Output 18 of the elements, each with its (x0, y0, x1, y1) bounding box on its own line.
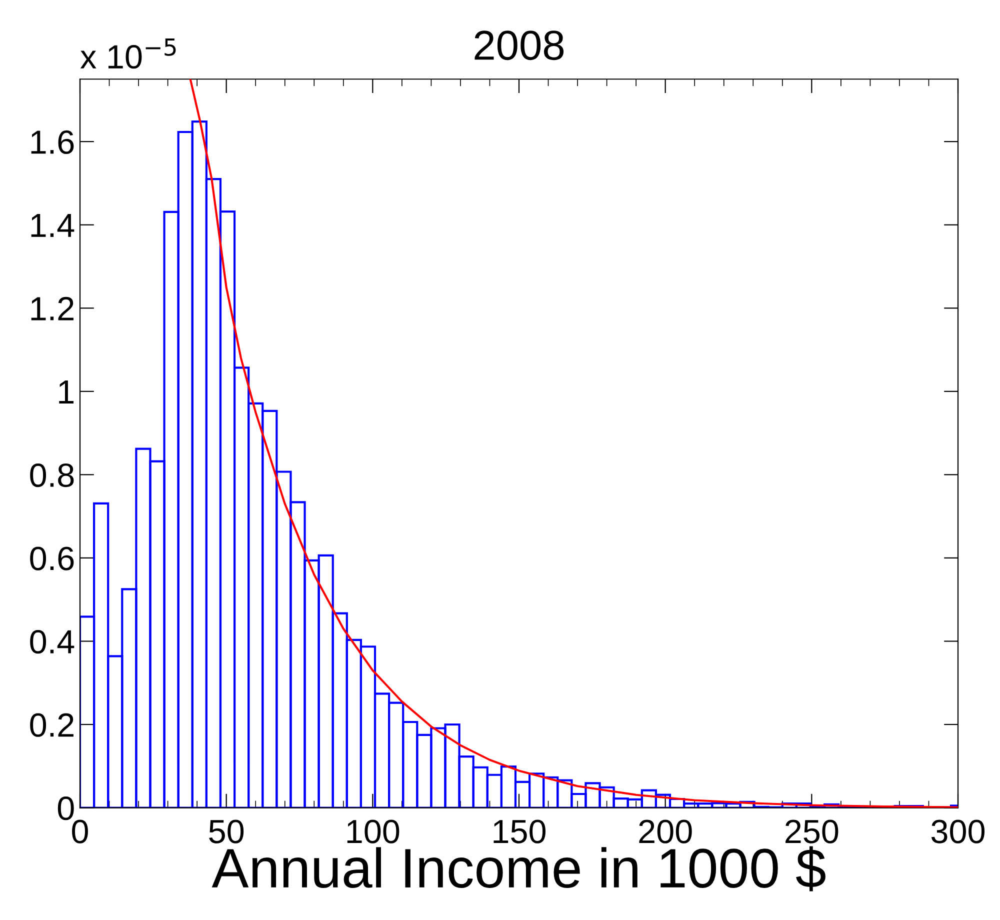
y-tick-label: 0.6 (30, 546, 74, 570)
chart-title: 2008 (474, 30, 564, 60)
x-tick-label: 200 (639, 820, 692, 844)
y-tick-label: 1 (59, 380, 74, 404)
x-tick-label: 300 (931, 820, 985, 844)
x-tick-label: 150 (494, 820, 546, 844)
x-axis-title: Annual Income in 1000 $ (212, 846, 826, 892)
x-tick-label: 50 (209, 820, 244, 844)
y-tick-label: 0.2 (30, 713, 74, 737)
y-tick-label: 0 (58, 796, 74, 820)
text: x 10$^{−5}$ (80, 38, 176, 69)
y-tick-label: 1.4 (31, 214, 74, 237)
y-tick-label: 1.6 (31, 130, 74, 154)
y-tick-label: 0.4 (30, 630, 74, 654)
x-tick-label: 250 (786, 820, 838, 844)
y-tick-label: 0.8 (30, 463, 74, 488)
y-tick-label: 1.2 (31, 296, 74, 320)
x-tick-label: 100 (347, 820, 400, 844)
